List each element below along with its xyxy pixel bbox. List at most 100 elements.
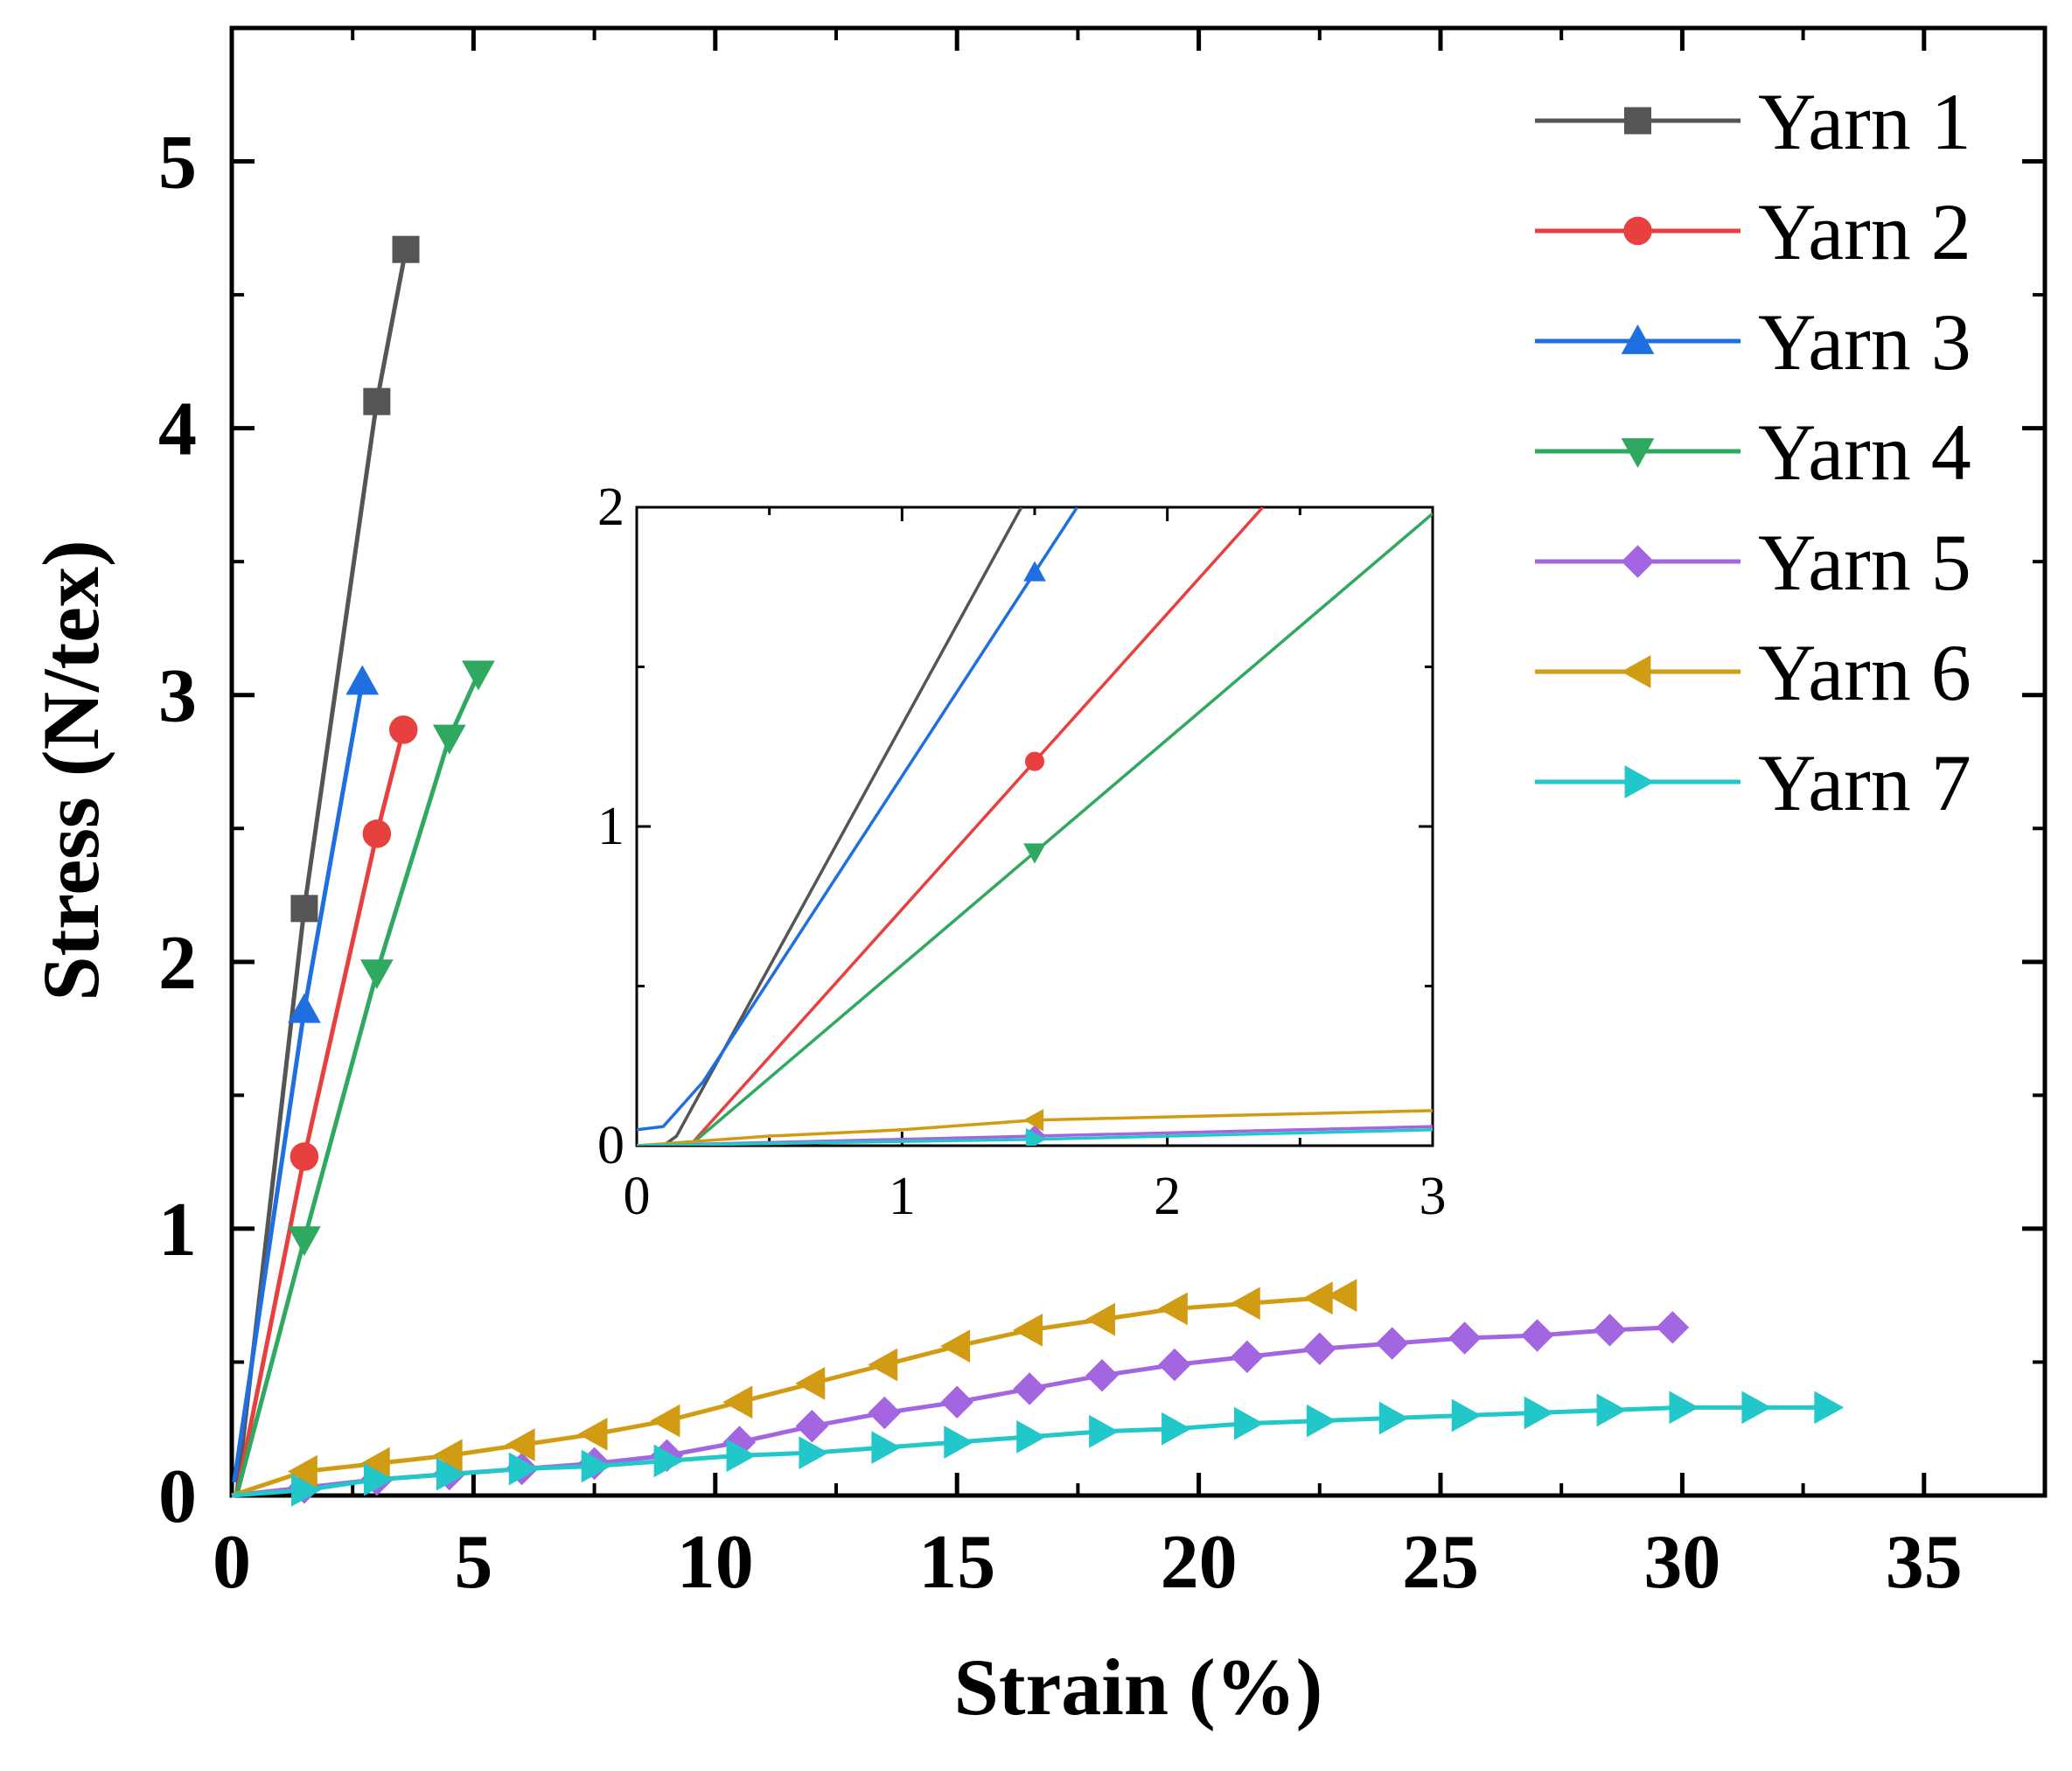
data-point-marker (940, 1385, 973, 1419)
inset-series-yarn-1 (637, 507, 1023, 1146)
data-point-marker (388, 715, 418, 744)
inset-series-yarn-6 (637, 1108, 1433, 1146)
y-tick-label: 4 (158, 387, 197, 472)
legend-marker (1623, 216, 1652, 246)
data-point-marker (345, 665, 380, 695)
y-tick-label: 2 (158, 921, 197, 1006)
data-point-marker (508, 1452, 539, 1486)
series-yarn-2 (234, 715, 418, 1496)
inset-plot-frame (635, 506, 1434, 1147)
data-point-marker (359, 959, 394, 990)
inset-series-yarn-3 (637, 507, 1078, 1132)
data-point-marker (1233, 1406, 1264, 1440)
inset-x-tick-label: 0 (624, 1167, 651, 1226)
data-point-marker (290, 895, 318, 923)
data-point-marker (940, 1329, 971, 1363)
legend-entry-yarn-2: Yarn 2 (1535, 187, 1971, 276)
data-point-marker (944, 1426, 974, 1459)
y-tick-label: 3 (158, 654, 197, 739)
series-yarn-3 (232, 665, 380, 1483)
legend: Yarn 1 Yarn 2 Yarn 3 Yarn 4 Yarn 5 Yarn 6 Yarn… (1535, 77, 1971, 827)
data-point-marker (795, 1367, 826, 1400)
data-point-marker (1085, 1359, 1119, 1392)
data-point-marker (1596, 1393, 1627, 1427)
inset-series-yarn-4 (637, 512, 1433, 1146)
inset-x-tick-label: 1 (889, 1167, 916, 1226)
data-point-marker (432, 1439, 463, 1473)
data-point-marker (1013, 1372, 1046, 1405)
x-tick-label: 30 (1643, 1520, 1720, 1605)
inset-data-point-marker (1025, 751, 1044, 771)
data-point-marker (1741, 1391, 1772, 1425)
inset-data-point-marker (1023, 561, 1046, 582)
data-point-marker (799, 1436, 829, 1470)
inset-series-line (637, 512, 1433, 1146)
y-tick-label: 1 (158, 1188, 197, 1272)
inset-x-tick-label: 3 (1420, 1167, 1447, 1226)
inset-series-line (637, 507, 1265, 1146)
data-point-marker (1656, 1311, 1690, 1344)
legend-label: Yarn 7 (1758, 738, 1971, 827)
legend-entry-yarn-7: Yarn 7 (1535, 738, 1971, 827)
data-point-marker (1448, 1321, 1482, 1355)
x-tick-label: 25 (1402, 1520, 1479, 1605)
data-point-marker (1520, 1319, 1554, 1352)
data-point-marker (1378, 1401, 1409, 1435)
y-tick-label: 5 (158, 121, 197, 206)
data-point-marker (868, 1396, 901, 1430)
x-tick-label: 5 (454, 1520, 492, 1605)
legend-entry-yarn-3: Yarn 3 (1535, 297, 1971, 387)
x-tick-label: 0 (213, 1520, 251, 1605)
data-point-marker (1158, 1348, 1191, 1382)
inset-series-group (637, 507, 1433, 1146)
legend-marker (1621, 438, 1655, 469)
legend-entry-yarn-6: Yarn 6 (1535, 628, 1971, 717)
legend-marker (1621, 545, 1655, 578)
data-point-marker (392, 235, 420, 263)
inset-series-line (637, 507, 1023, 1146)
x-axis-title: Strain (%) (954, 1642, 1323, 1732)
inset-data-point-marker (1025, 1127, 1047, 1146)
legend-label: Yarn 1 (1758, 77, 1971, 166)
data-point-marker (290, 1142, 319, 1171)
series-line (234, 729, 406, 1496)
data-point-marker (726, 1439, 757, 1473)
inset-y-tick-label: 1 (597, 797, 624, 856)
data-point-marker (868, 1348, 898, 1382)
data-point-marker (1303, 1332, 1336, 1365)
inset-y-tick-label: 2 (597, 478, 624, 537)
data-point-marker (1013, 1313, 1043, 1347)
data-point-marker (288, 1226, 321, 1257)
data-point-marker (577, 1417, 608, 1451)
legend-label: Yarn 4 (1758, 408, 1971, 497)
data-point-marker (722, 1385, 753, 1419)
data-point-marker (505, 1428, 535, 1461)
inset-data-point-marker (1022, 1108, 1044, 1132)
series-line (234, 248, 408, 1496)
legend-entry-yarn-1: Yarn 1 (1535, 77, 1971, 166)
legend-label: Yarn 5 (1758, 518, 1971, 607)
series-yarn-6 (231, 1279, 1357, 1498)
data-point-marker (362, 819, 392, 848)
legend-marker (1624, 765, 1655, 798)
inset-y-tick-label: 0 (597, 1116, 624, 1175)
data-point-marker (1306, 1404, 1336, 1438)
data-point-marker (795, 1409, 829, 1443)
data-point-marker (363, 387, 391, 415)
legend-marker (1621, 324, 1655, 354)
legend-entry-yarn-4: Yarn 4 (1535, 408, 1971, 497)
data-point-marker (1085, 1302, 1115, 1336)
data-point-marker (1016, 1420, 1047, 1454)
legend-entry-yarn-5: Yarn 5 (1535, 518, 1971, 607)
data-point-marker (436, 1457, 466, 1491)
data-point-marker (1230, 1286, 1260, 1321)
inset-series-yarn-2 (637, 507, 1265, 1146)
data-point-marker (1327, 1279, 1357, 1313)
data-point-marker (650, 1404, 680, 1438)
data-point-marker (1089, 1414, 1120, 1448)
series-yarn-4 (234, 660, 495, 1496)
data-point-marker (288, 993, 321, 1023)
